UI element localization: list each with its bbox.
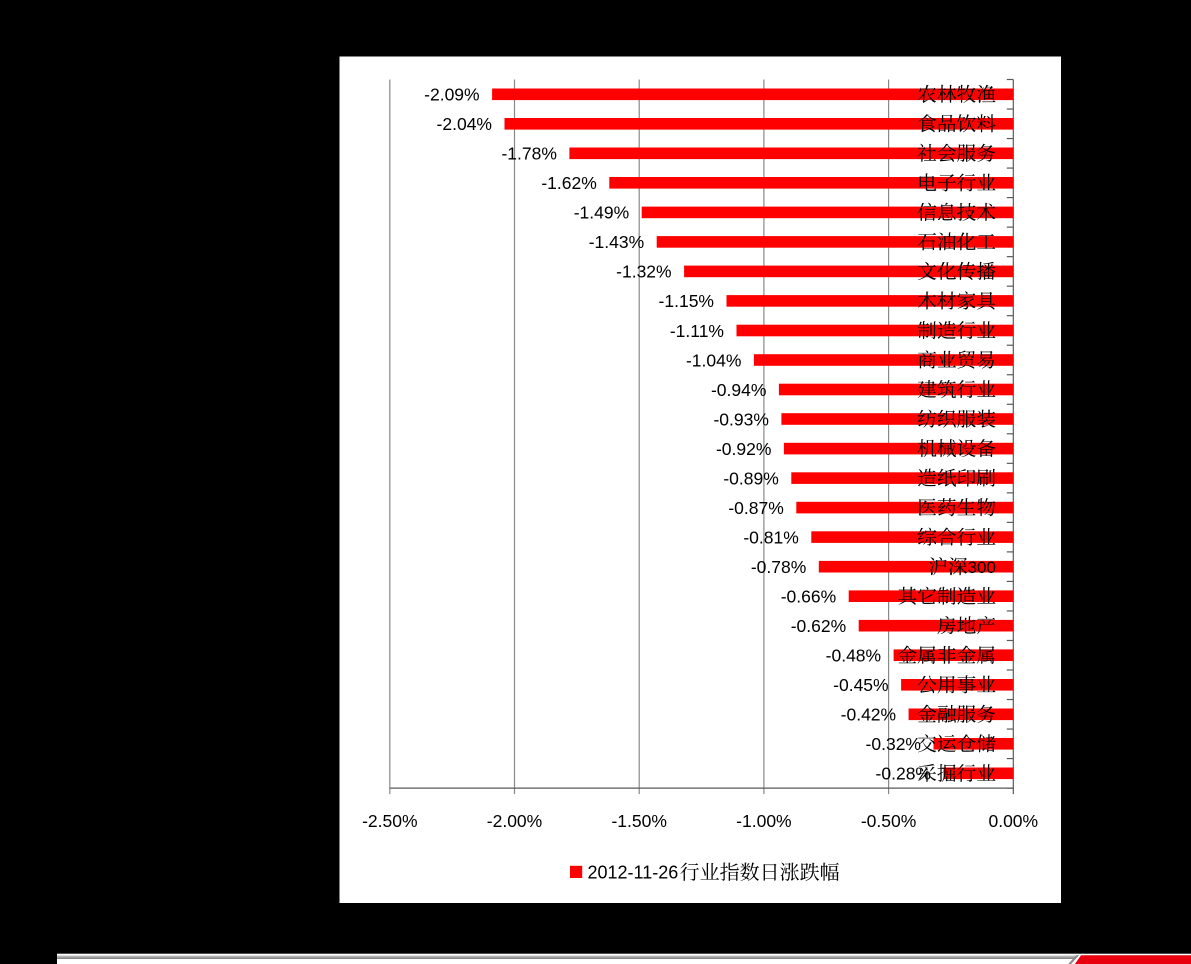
svg-text:-0.92%: -0.92%	[716, 439, 771, 459]
svg-text:-1.00%: -1.00%	[736, 811, 791, 831]
svg-text:-0.81%: -0.81%	[743, 527, 798, 547]
svg-text:-0.66%: -0.66%	[781, 587, 836, 607]
svg-text:-1.62%: -1.62%	[541, 173, 596, 193]
svg-text:-0.87%: -0.87%	[728, 498, 783, 518]
svg-text:300: 300	[968, 558, 996, 577]
svg-text:-0.78%: -0.78%	[751, 557, 806, 577]
svg-text:-1.78%: -1.78%	[501, 144, 556, 164]
svg-text:2012-11-26: 2012-11-26	[588, 863, 679, 883]
svg-text:-1.43%: -1.43%	[589, 232, 644, 252]
svg-text:-2.04%: -2.04%	[437, 114, 492, 134]
svg-text:-0.42%: -0.42%	[841, 705, 896, 725]
svg-text:-1.32%: -1.32%	[616, 262, 671, 282]
svg-text:-1.11%: -1.11%	[670, 321, 724, 341]
svg-text:-1.49%: -1.49%	[574, 203, 629, 223]
svg-text:-1.15%: -1.15%	[659, 291, 714, 311]
svg-text:0.00%: 0.00%	[988, 811, 1038, 831]
svg-text:-0.45%: -0.45%	[833, 675, 888, 695]
svg-text:-0.94%: -0.94%	[711, 380, 766, 400]
svg-text:-2.00%: -2.00%	[487, 811, 542, 831]
svg-text:-1.50%: -1.50%	[611, 811, 666, 831]
svg-text:-0.89%: -0.89%	[723, 468, 778, 488]
svg-text:-2.50%: -2.50%	[362, 811, 417, 831]
svg-text:-0.28%: -0.28%	[876, 764, 931, 784]
svg-text:-0.62%: -0.62%	[791, 616, 846, 636]
svg-text:-0.93%: -0.93%	[713, 409, 768, 429]
svg-text:-0.48%: -0.48%	[826, 646, 881, 666]
svg-text:-0.32%: -0.32%	[866, 734, 921, 754]
svg-text:-0.50%: -0.50%	[861, 811, 916, 831]
svg-text:-2.09%: -2.09%	[424, 85, 479, 105]
svg-text:-1.04%: -1.04%	[686, 350, 741, 370]
